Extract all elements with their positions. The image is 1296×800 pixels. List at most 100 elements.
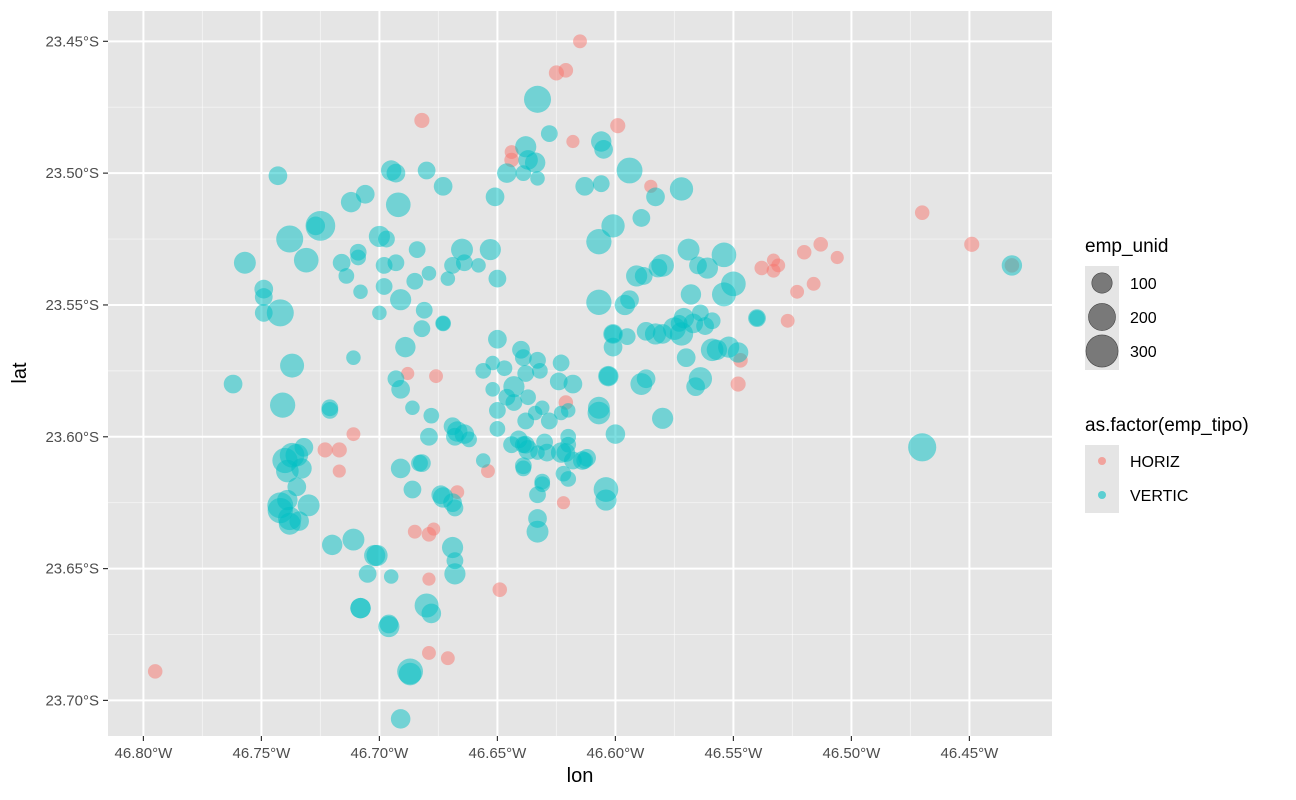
size-legend: emp_unid 100 200 300 xyxy=(1085,236,1168,370)
data-point-horiz xyxy=(440,651,455,666)
data-point-vertic xyxy=(223,374,243,394)
data-point-vertic xyxy=(266,299,294,327)
data-point-horiz xyxy=(780,313,795,328)
data-point-vertic xyxy=(514,349,532,367)
data-point-vertic xyxy=(632,209,651,227)
data-point-vertic xyxy=(383,569,399,584)
y-tick-label: 23.45°S xyxy=(45,33,99,50)
data-point-vertic xyxy=(540,412,558,430)
data-point-vertic xyxy=(530,171,545,186)
data-point-vertic xyxy=(446,499,464,517)
data-point-vertic xyxy=(489,421,506,437)
size-legend-key xyxy=(1085,334,1119,368)
data-point-vertic xyxy=(277,489,298,511)
data-point-vertic xyxy=(454,424,475,444)
data-point-vertic xyxy=(686,377,705,397)
y-tick-label: 23.70°S xyxy=(45,692,99,709)
data-point-vertic xyxy=(346,350,361,365)
data-point-vertic xyxy=(471,258,486,273)
data-point-horiz xyxy=(914,205,930,220)
data-point-vertic xyxy=(560,403,576,418)
data-point-vertic xyxy=(444,563,466,585)
data-point-vertic xyxy=(489,402,506,419)
data-point-vertic xyxy=(497,163,517,183)
data-point-vertic xyxy=(908,433,937,462)
data-point-vertic xyxy=(604,325,622,343)
data-point-vertic xyxy=(711,242,737,268)
data-point-vertic xyxy=(515,460,532,477)
data-point-vertic xyxy=(395,336,416,358)
data-point-vertic xyxy=(616,157,643,184)
data-point-vertic xyxy=(379,614,399,634)
data-point-vertic xyxy=(353,284,368,300)
data-point-vertic xyxy=(587,401,611,425)
data-point-vertic xyxy=(366,544,388,566)
data-point-horiz xyxy=(566,134,580,149)
data-point-horiz xyxy=(573,34,587,49)
data-point-vertic xyxy=(488,269,507,288)
color-legend-label: HORIZ xyxy=(1130,454,1180,471)
data-point-vertic xyxy=(420,427,438,446)
data-point-horiz xyxy=(422,646,436,660)
y-axis-ticks: 23.45°S 23.50°S 23.55°S 23.60°S 23.65°S 23.70… xyxy=(45,33,108,709)
x-tick-label: 46.80°W xyxy=(115,745,174,762)
data-point-vertic xyxy=(749,310,765,326)
data-point-vertic xyxy=(524,85,552,113)
data-point-vertic xyxy=(496,360,513,377)
data-point-vertic xyxy=(322,534,343,556)
data-point-vertic xyxy=(398,662,422,686)
data-point-vertic xyxy=(387,254,405,272)
data-point-vertic xyxy=(601,214,625,238)
grid-lines xyxy=(108,11,1052,736)
data-point-vertic xyxy=(254,303,273,322)
data-point-vertic xyxy=(586,229,612,255)
data-point-vertic xyxy=(390,709,411,729)
size-legend-label: 200 xyxy=(1130,310,1157,327)
data-point-vertic xyxy=(406,272,424,290)
data-point-horiz xyxy=(558,63,574,78)
data-point-vertic xyxy=(289,511,309,531)
data-point-horiz xyxy=(429,369,443,384)
data-point-vertic xyxy=(517,365,535,382)
data-point-horiz xyxy=(147,664,163,679)
data-point-vertic xyxy=(350,597,371,619)
data-point-vertic xyxy=(421,266,437,281)
data-point-vertic xyxy=(417,161,436,180)
data-point-vertic xyxy=(411,454,428,472)
data-point-vertic xyxy=(433,176,453,196)
data-point-vertic xyxy=(485,382,500,397)
x-tick-label: 46.55°W xyxy=(705,745,764,762)
x-tick-label: 46.60°W xyxy=(587,745,646,762)
data-point-vertic xyxy=(475,363,492,379)
x-axis-label: lon xyxy=(567,765,594,787)
data-point-horiz xyxy=(556,496,571,510)
data-point-horiz xyxy=(331,442,347,458)
data-point-vertic xyxy=(485,187,505,207)
data-point-vertic xyxy=(291,458,312,479)
data-point-horiz xyxy=(414,112,430,128)
data-point-vertic xyxy=(669,177,694,201)
x-tick-label: 46.50°W xyxy=(823,745,882,762)
data-point-vertic xyxy=(634,267,653,285)
data-point-vertic xyxy=(575,176,595,196)
data-point-vertic xyxy=(435,316,451,331)
data-point-vertic xyxy=(703,312,721,330)
color-legend-key-background xyxy=(1085,445,1119,513)
data-point-vertic xyxy=(415,301,433,319)
data-point-vertic xyxy=(563,374,583,394)
data-point-vertic xyxy=(620,290,639,310)
data-point-vertic xyxy=(254,288,273,306)
x-tick-label: 46.70°W xyxy=(351,745,410,762)
data-point-vertic xyxy=(390,458,411,479)
data-point-horiz xyxy=(492,582,508,597)
data-point-vertic xyxy=(444,257,461,274)
y-tick-label: 23.65°S xyxy=(45,561,99,578)
y-tick-label: 23.50°S xyxy=(45,165,99,182)
data-point-vertic xyxy=(605,424,626,444)
data-point-vertic xyxy=(297,494,320,517)
data-point-vertic xyxy=(670,315,688,332)
data-point-vertic xyxy=(268,166,288,186)
data-point-vertic xyxy=(529,486,546,504)
data-point-vertic xyxy=(595,489,617,511)
data-point-vertic xyxy=(520,389,536,406)
